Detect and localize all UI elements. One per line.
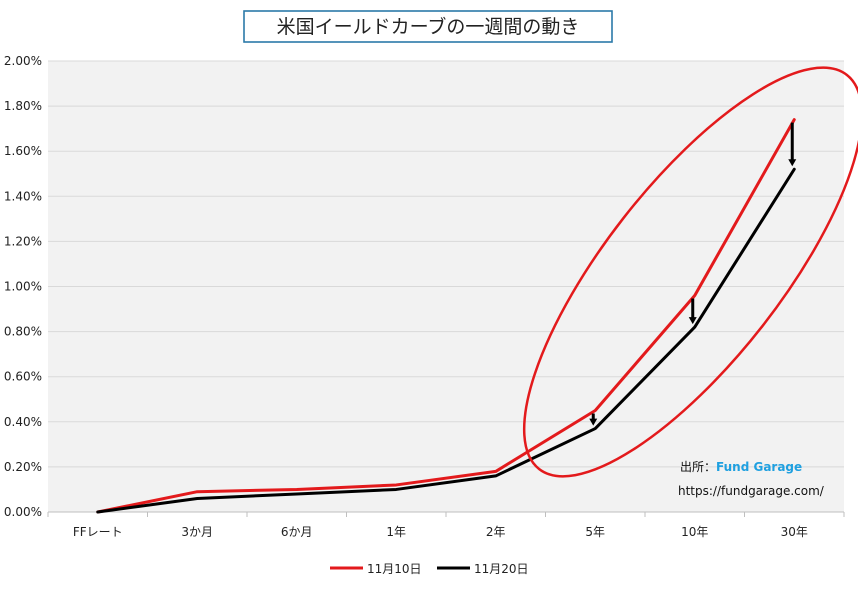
y-axis-ticks: 0.00% 0.20% 0.40% 0.60% 0.80% 1.00% 1.20% 1.40%… [4,54,42,519]
legend-label: 11月10日 [367,562,422,576]
legend: 11月10日 11月20日 [330,562,529,576]
source-url: https://fundgarage.com/ [678,484,825,498]
shift-arrow-head [688,317,697,325]
x-tick-label: 6か月 [281,525,313,539]
y-tick-label: 0.00% [4,505,42,519]
source-label: 出所：Fund Garage [680,460,802,474]
y-tick-label: 1.00% [4,280,42,294]
shift-arrows [589,122,797,426]
grid-lines [48,60,844,468]
chart-title: 米国イールドカーブの一週間の動き [277,15,580,38]
series-line-2 [96,167,796,514]
y-tick-label: 0.80% [4,325,42,339]
title-box [243,10,613,43]
x-tick-label: 3か月 [181,525,213,539]
y-tick-label: 0.60% [4,370,42,384]
series-lines [96,118,796,514]
shift-arrow-head [788,159,797,167]
x-tick-label: 2年 [486,525,506,539]
x-tick-label: 1年 [386,525,406,539]
highlight-ellipse [522,66,858,478]
series-line-1 [96,118,796,514]
y-tick-label: 1.80% [4,99,42,113]
x-tick-label: 5年 [585,525,605,539]
source-brand: Fund Garage [716,460,802,474]
x-tick-label: 30年 [781,525,808,539]
y-tick-label: 1.40% [4,189,42,203]
y-tick-label: 2.00% [4,54,42,68]
x-tick-label: 10年 [681,525,708,539]
y-tick-label: 1.60% [4,144,42,158]
y-tick-label: 0.40% [4,415,42,429]
source-label-prefix: 出所： [680,460,716,474]
x-tick-label: FFレート [73,525,123,539]
y-tick-label: 0.20% [4,460,42,474]
x-axis-ticks: FFレート 3か月 6か月 1年 2年 5年 10年 30年 [47,512,845,539]
y-tick-label: 1.20% [4,234,42,248]
legend-label: 11月20日 [474,562,529,576]
shift-arrow-head [589,418,598,426]
